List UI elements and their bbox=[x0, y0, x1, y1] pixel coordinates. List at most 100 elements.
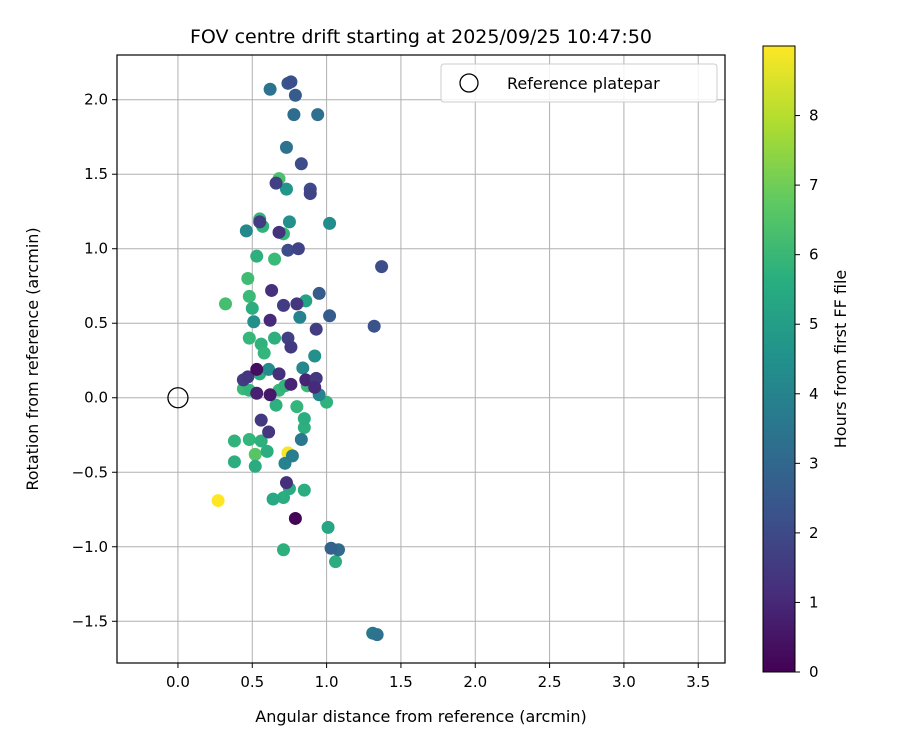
data-point bbox=[241, 370, 255, 384]
data-point bbox=[219, 297, 233, 311]
data-point bbox=[309, 322, 323, 336]
colorbar-tick-label: 6 bbox=[809, 246, 819, 264]
data-point bbox=[370, 628, 384, 642]
data-point bbox=[263, 313, 277, 327]
colorbar-ticks: 0 1 2 3 4 5 6 7 8 bbox=[795, 107, 819, 681]
y-tick-label: 0.5 bbox=[84, 314, 108, 332]
y-axis-label: Rotation from reference (arcmin) bbox=[23, 227, 42, 490]
data-point bbox=[276, 298, 290, 312]
chart-title: FOV centre drift starting at 2025/09/25 … bbox=[190, 26, 652, 48]
data-point bbox=[288, 511, 302, 525]
data-point bbox=[242, 331, 256, 345]
y-tick-label: −1.5 bbox=[72, 612, 108, 630]
data-point bbox=[250, 249, 264, 263]
data-point bbox=[311, 108, 325, 122]
y-tick-label: −0.5 bbox=[72, 463, 108, 481]
data-point bbox=[290, 297, 304, 311]
data-point bbox=[367, 319, 381, 333]
data-point bbox=[312, 286, 326, 300]
data-point bbox=[242, 432, 256, 446]
plot-frame bbox=[116, 54, 726, 664]
x-tick-label: 0.0 bbox=[166, 673, 190, 691]
data-point bbox=[297, 483, 311, 497]
data-point bbox=[265, 283, 279, 297]
x-tick-label: 1.5 bbox=[389, 673, 413, 691]
data-point bbox=[297, 421, 311, 435]
x-tick-label: 3.5 bbox=[686, 673, 710, 691]
data-point bbox=[260, 444, 274, 458]
data-point bbox=[308, 380, 322, 394]
data-point bbox=[266, 492, 280, 506]
data-point bbox=[272, 225, 286, 239]
data-point bbox=[308, 349, 322, 363]
colorbar bbox=[762, 45, 796, 673]
data-point bbox=[241, 272, 255, 286]
colorbar-tick-label: 0 bbox=[809, 663, 819, 681]
data-point bbox=[324, 541, 338, 555]
data-point bbox=[250, 362, 264, 376]
data-point bbox=[284, 75, 298, 89]
data-point bbox=[262, 362, 276, 376]
x-tick-label: 3.0 bbox=[612, 673, 636, 691]
x-tick-label: 2.0 bbox=[463, 673, 487, 691]
data-point bbox=[285, 449, 299, 463]
x-axis-label: Angular distance from reference (arcmin) bbox=[255, 707, 586, 726]
x-axis-ticks: 0.0 0.5 1.0 1.5 2.0 2.5 3.0 3.5 bbox=[166, 663, 710, 691]
data-point bbox=[284, 340, 298, 354]
y-axis-ticks: −1.5 −1.0 −0.5 0.0 0.5 1.0 1.5 2.0 bbox=[72, 91, 117, 630]
y-tick-label: 2.0 bbox=[84, 91, 108, 109]
data-point bbox=[321, 520, 335, 534]
data-point bbox=[375, 260, 389, 274]
x-tick-label: 0.5 bbox=[240, 673, 264, 691]
data-point bbox=[279, 182, 293, 196]
data-point bbox=[272, 367, 286, 381]
data-point bbox=[239, 224, 253, 238]
data-point bbox=[253, 215, 267, 229]
data-point bbox=[323, 216, 337, 230]
data-point bbox=[254, 434, 268, 448]
data-point bbox=[211, 494, 225, 508]
data-point bbox=[276, 543, 290, 557]
y-tick-label: −1.0 bbox=[72, 538, 108, 556]
data-point bbox=[248, 459, 262, 473]
data-point bbox=[284, 377, 298, 391]
data-point bbox=[262, 425, 276, 439]
data-point bbox=[268, 252, 282, 266]
data-point bbox=[268, 331, 282, 345]
data-point bbox=[297, 412, 311, 426]
reference-marker-group bbox=[167, 387, 189, 409]
data-point bbox=[263, 388, 277, 402]
data-point bbox=[288, 88, 302, 102]
data-point bbox=[254, 413, 268, 427]
data-point bbox=[303, 187, 317, 201]
data-point bbox=[294, 432, 308, 446]
colorbar-tick-label: 3 bbox=[809, 454, 819, 472]
data-point bbox=[294, 157, 308, 171]
data-point bbox=[250, 386, 264, 400]
data-point bbox=[269, 176, 283, 190]
colorbar-tick-label: 5 bbox=[809, 315, 819, 333]
x-tick-label: 2.5 bbox=[538, 673, 562, 691]
data-point bbox=[296, 361, 310, 375]
data-point bbox=[227, 434, 241, 448]
y-tick-label: 0.0 bbox=[84, 389, 108, 407]
reference-platepar-marker bbox=[167, 387, 189, 409]
y-tick-label: 1.5 bbox=[84, 165, 108, 183]
data-point bbox=[290, 400, 304, 414]
data-point bbox=[323, 309, 337, 323]
colorbar-tick-label: 8 bbox=[809, 107, 819, 125]
colorbar-tick-label: 1 bbox=[809, 593, 819, 611]
data-point bbox=[269, 398, 283, 412]
data-point bbox=[245, 301, 259, 315]
data-point bbox=[248, 447, 262, 461]
colorbar-tick-label: 2 bbox=[809, 524, 819, 542]
data-point bbox=[227, 455, 241, 469]
data-point bbox=[329, 555, 343, 569]
colorbar-tick-label: 4 bbox=[809, 385, 819, 403]
data-points bbox=[211, 75, 389, 642]
x-tick-label: 1.0 bbox=[315, 673, 339, 691]
data-point bbox=[299, 373, 313, 387]
data-point bbox=[257, 346, 271, 360]
data-point bbox=[263, 82, 277, 96]
